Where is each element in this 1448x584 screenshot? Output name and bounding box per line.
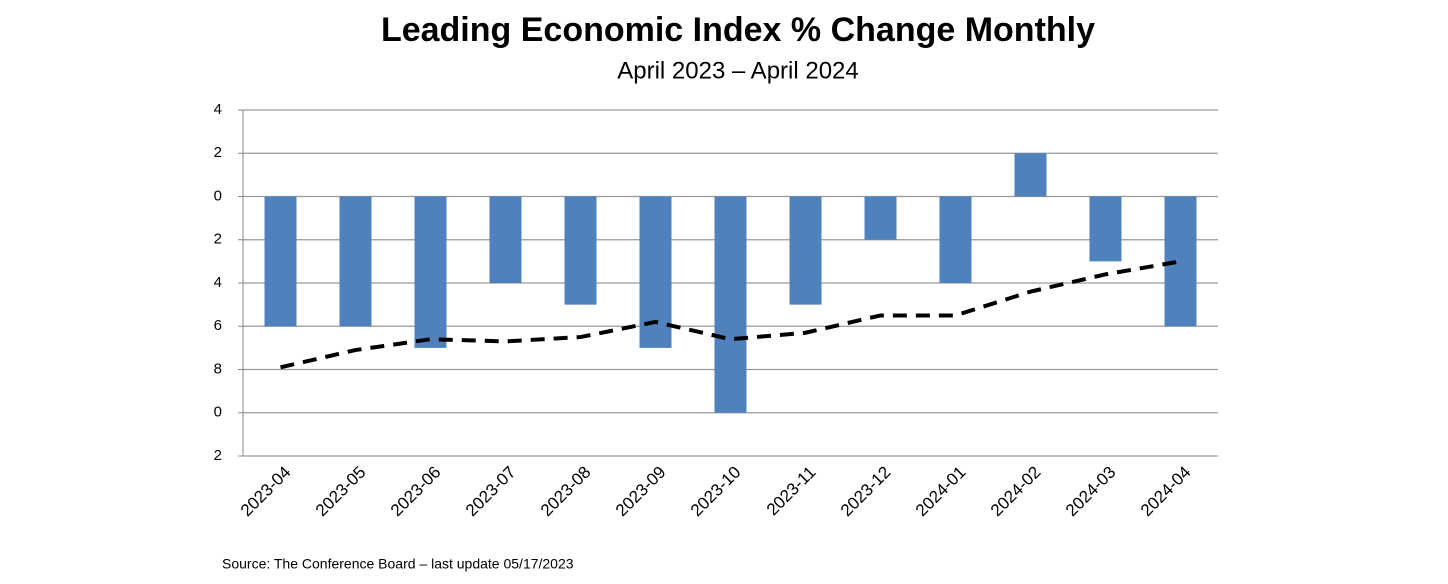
bar (1014, 153, 1047, 197)
chart-title: Leading Economic Index % Change Monthly (381, 11, 1095, 49)
chart-subtitle: April 2023 – April 2024 (617, 57, 859, 84)
x-tick-label: 2023-09 (612, 463, 670, 521)
bar (1089, 196, 1122, 262)
x-tick-label: 2023-05 (312, 463, 370, 521)
trend-line (280, 259, 1181, 370)
x-tick-label: 2023-12 (837, 463, 895, 521)
y-tick-label: 8 (214, 360, 222, 377)
bar (414, 196, 447, 348)
x-tick-label: 2023-04 (237, 463, 295, 521)
y-tick-label: 4 (214, 101, 222, 118)
bar (339, 196, 372, 327)
x-tick-label: 2023-11 (763, 463, 820, 520)
y-tick-label: 6 (214, 317, 222, 334)
x-tick-label: 2023-08 (537, 463, 595, 521)
y-tick-label: 4 (214, 274, 222, 291)
x-tick-label: 2023-06 (387, 463, 445, 521)
bar (564, 196, 597, 305)
bar (864, 196, 897, 240)
y-tick-label: 2 (214, 144, 222, 161)
bar (714, 196, 747, 413)
bar (489, 196, 522, 283)
x-tick-label: 2023-10 (687, 463, 745, 521)
bar (789, 196, 822, 305)
x-tick-label: 2024-01 (912, 463, 970, 521)
y-tick-label: 2 (214, 447, 222, 464)
x-tick-label: 2024-02 (987, 463, 1045, 521)
y-tick-label: 2 (214, 231, 222, 248)
x-tick-label: 2024-03 (1062, 463, 1120, 521)
y-tick-label: 0 (214, 404, 222, 421)
source-note: Source: The Conference Board – last upda… (222, 556, 574, 572)
x-tick-label: 2024-04 (1137, 463, 1195, 521)
x-tick-label: 2023-07 (462, 463, 520, 521)
bar (264, 196, 297, 327)
bar (939, 196, 972, 283)
y-tick-label: 0 (214, 187, 222, 204)
